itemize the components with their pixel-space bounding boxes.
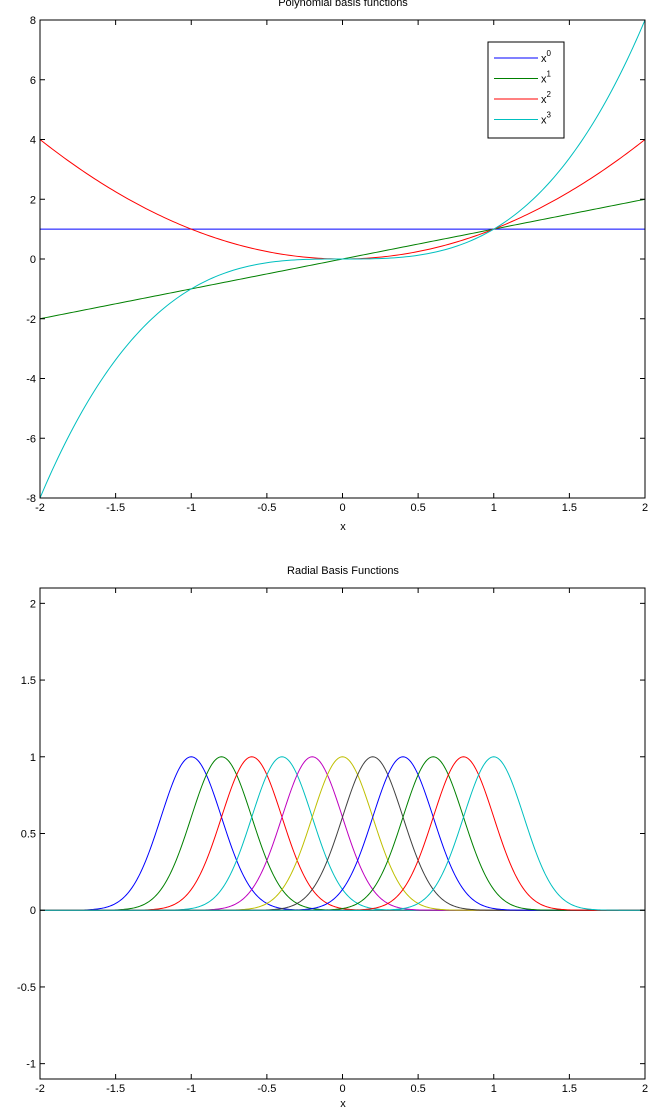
x-tick-label: 0.5 xyxy=(410,1083,425,1095)
y-tick-label: 0 xyxy=(30,905,36,917)
x-tick-label: 1.5 xyxy=(562,1083,577,1095)
x-tick-label: 1 xyxy=(491,1083,497,1095)
series-line-2 xyxy=(40,139,645,260)
y-tick-label: -6 xyxy=(26,433,36,445)
y-tick-label: -4 xyxy=(26,374,36,386)
axes-box xyxy=(39,587,646,1080)
series-line-3 xyxy=(40,20,645,498)
series-line-7 xyxy=(40,756,645,911)
y-tick-label: -8 xyxy=(26,493,36,505)
y-tick-label: 4 xyxy=(30,135,36,147)
plot-area: -2 -1.5 -1 -0.5 0 0.5 1 1.5 2 -8 -6 -4 -2 0 2 4 6 8 x0 x1 x2… xyxy=(26,15,648,514)
x-tick-label: -1 xyxy=(186,502,196,514)
legend-label: x1 xyxy=(541,70,552,86)
y-tick-label: 6 xyxy=(30,75,36,87)
y-tick-label: -0.5 xyxy=(17,982,36,994)
series-line-10 xyxy=(40,756,645,911)
legend-label: x3 xyxy=(541,111,552,127)
chart-title: Polynomial basis functions xyxy=(278,0,408,9)
rbf-chart: Radial Basis Functions -2 -1.5 -1 -0.5 0 0.5 1… xyxy=(17,565,648,1110)
y-tick-label: 2 xyxy=(30,598,36,610)
series-line-8 xyxy=(40,756,645,911)
x-tick-label: 2 xyxy=(642,1083,648,1095)
y-tick-label: 1 xyxy=(30,752,36,764)
y-tick-label: 0.5 xyxy=(21,829,36,841)
series-line-3 xyxy=(40,756,645,911)
x-tick-label: 1.5 xyxy=(562,502,577,514)
x-tick-label: -2 xyxy=(35,1083,45,1095)
y-tick-label: -2 xyxy=(26,314,36,326)
x-tick-label: -1 xyxy=(186,1083,196,1095)
series-line-4 xyxy=(40,756,645,911)
x-tick-label: 1 xyxy=(491,502,497,514)
polynomial-chart: Polynomial basis functions -2 -1.5 -1 -0.5 0… xyxy=(26,0,648,533)
series-line-5 xyxy=(40,756,645,911)
chart-title: Radial Basis Functions xyxy=(287,565,399,577)
x-tick-label: 0 xyxy=(339,1083,345,1095)
y-tick-label: 2 xyxy=(30,194,36,206)
legend-label: x2 xyxy=(541,90,552,106)
legend-box xyxy=(487,41,565,139)
legend: x0 x1 x2 x3 xyxy=(487,41,565,139)
y-tick-label: 0 xyxy=(30,254,36,266)
x-tick-label: -1.5 xyxy=(106,502,125,514)
series-line-0 xyxy=(40,756,645,911)
series-line-9 xyxy=(40,756,645,911)
x-axis-label: x xyxy=(340,1098,346,1110)
x-tick-label: -1.5 xyxy=(106,1083,125,1095)
legend-label: x0 xyxy=(541,49,552,65)
series-line-6 xyxy=(40,756,645,911)
x-tick-label: 0.5 xyxy=(410,502,425,514)
y-tick-label: 8 xyxy=(30,15,36,27)
x-tick-label: -0.5 xyxy=(257,1083,276,1095)
series-line-1 xyxy=(40,756,645,911)
x-tick-label: 2 xyxy=(642,502,648,514)
x-tick-label: -0.5 xyxy=(257,502,276,514)
x-axis-label: x xyxy=(340,521,346,533)
x-tick-label: 0 xyxy=(339,502,345,514)
y-tick-label: 1.5 xyxy=(21,675,36,687)
x-tick-label: -2 xyxy=(35,502,45,514)
series-line-2 xyxy=(40,756,645,911)
y-tick-label: -1 xyxy=(26,1059,36,1071)
plot-area: -2 -1.5 -1 -0.5 0 0.5 1 1.5 2 -1 -0.5 0 0.5 1 1.5 2 xyxy=(17,587,648,1095)
